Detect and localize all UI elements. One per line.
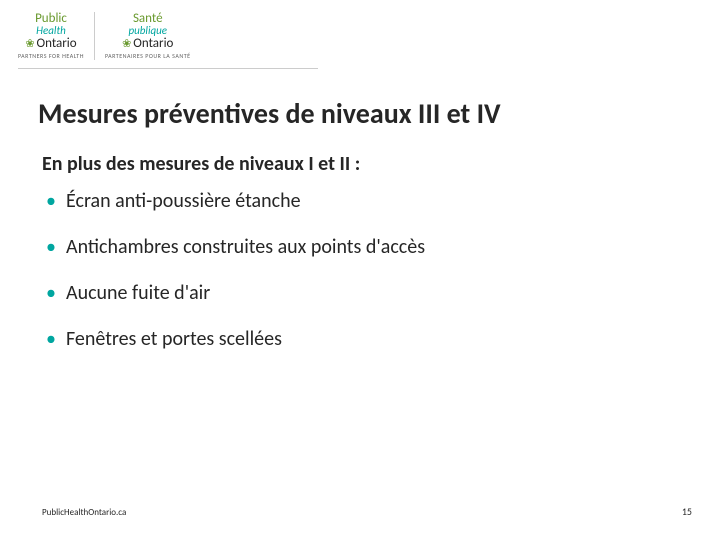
logo-fr-line1: Santé [133,12,163,26]
slide: Public Health ❀ Ontario PARTNERS FOR HEA… [0,0,720,540]
logo-en-line1: Public [35,12,67,26]
trillium-icon: ❀ [122,38,131,49]
footer-url: PublicHealthOntario.ca [42,507,126,518]
list-item: Fenêtres et portes scellées [42,326,425,352]
logo-en-tagline: PARTNERS FOR HEALTH [18,52,84,60]
logo-fr-ontario-text: Ontario [133,37,173,51]
divider [18,68,318,69]
slide-subtitle: En plus des mesures de niveaux I et II : [42,152,360,176]
trillium-icon: ❀ [25,38,34,49]
logo-french: Santé publique ❀ Ontario PARTENAIRES POU… [94,12,191,61]
page-number: 15 [682,505,692,518]
logo-area: Public Health ❀ Ontario PARTNERS FOR HEA… [18,8,191,64]
list-item: Écran anti-poussière étanche [42,188,425,214]
list-item: Aucune fuite d'air [42,280,425,306]
logo-en-ontario-text: Ontario [37,37,77,51]
bullet-list: Écran anti-poussière étanche Antichambre… [42,188,425,372]
slide-title: Mesures préventives de niveaux III et IV [38,96,501,131]
logo-fr-tagline: PARTENAIRES POUR LA SANTÉ [105,52,191,60]
list-item: Antichambres construites aux points d'ac… [42,234,425,260]
logo-fr-ontario: ❀ Ontario [122,37,173,51]
logo-english: Public Health ❀ Ontario PARTNERS FOR HEA… [18,12,84,61]
logo-en-ontario: ❀ Ontario [25,37,76,51]
